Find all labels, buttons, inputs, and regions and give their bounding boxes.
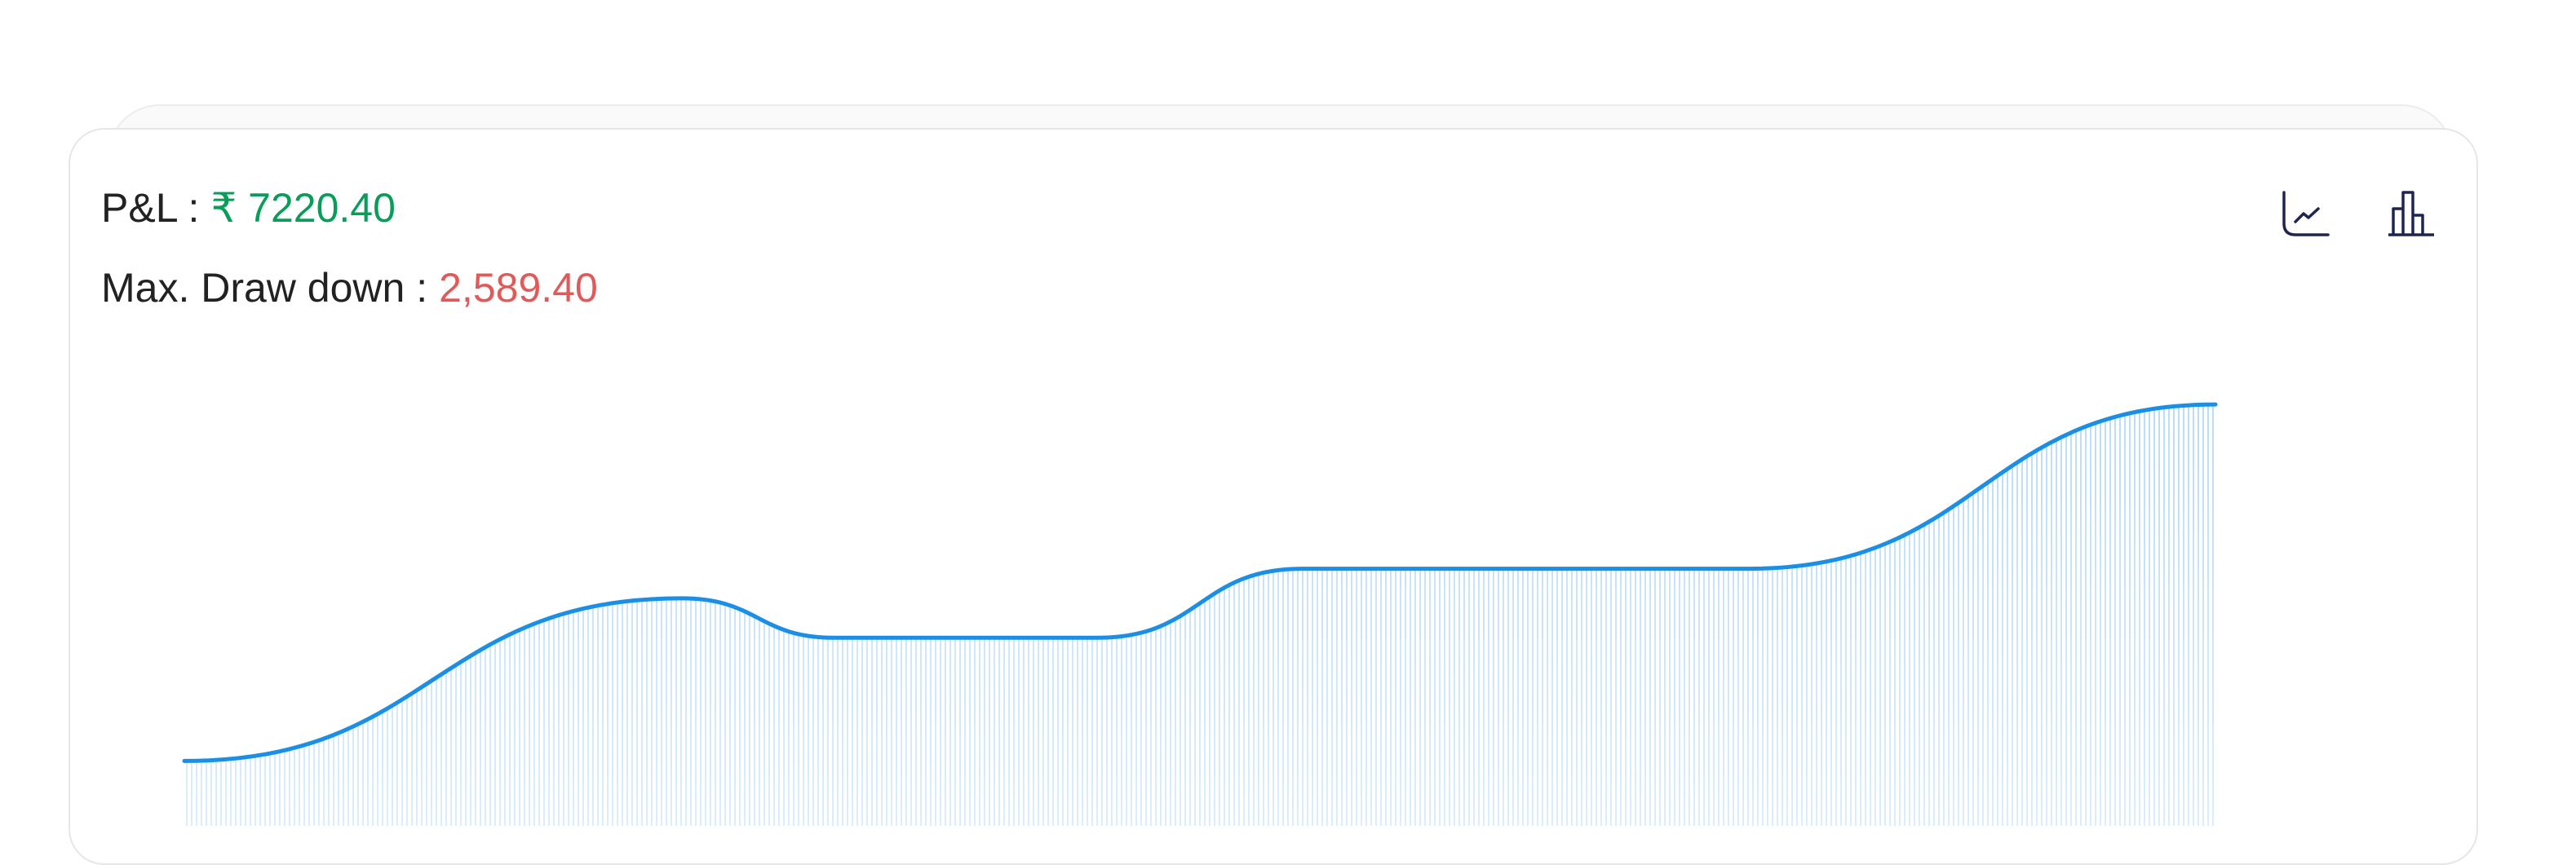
pnl-row: P&L : ₹ 7220.40 (101, 184, 407, 232)
bar-chart-toggle[interactable] (2387, 189, 2436, 238)
line-chart-toggle[interactable] (2281, 189, 2330, 238)
area-fade (184, 404, 2215, 826)
equity-chart (182, 402, 2218, 826)
drawdown-label: Max. Draw down : (101, 265, 428, 311)
drawdown-row: Max. Draw down :2,589.40 (101, 264, 609, 311)
page: P&L : ₹ 7220.40 Max. Draw down :2,589.40 … (69, 104, 2478, 865)
pnl-value: ₹ 7220.40 (210, 185, 396, 231)
pnl-label: P&L : (101, 185, 200, 231)
drawdown-value: 2,589.40 (439, 265, 598, 311)
line (182, 402, 2218, 763)
